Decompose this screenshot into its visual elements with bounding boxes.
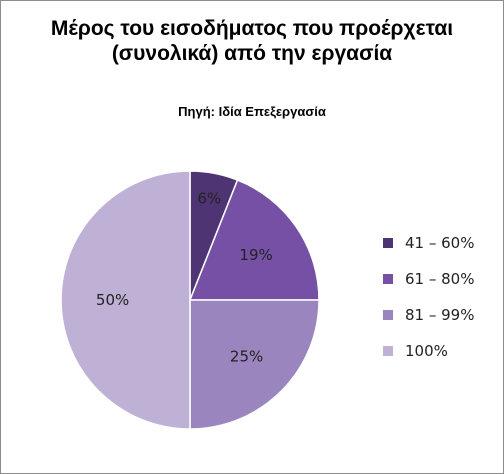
slice-value-label: 6% — [197, 190, 221, 208]
chart-subtitle: Πηγή: Ιδία Επεξεργασία — [178, 104, 326, 119]
pie-slice — [60, 170, 191, 430]
legend-label: 81 – 99% — [405, 306, 474, 324]
legend-label: 61 – 80% — [405, 270, 474, 288]
legend-swatch — [383, 310, 393, 320]
pie-slices — [60, 170, 320, 430]
pie-slice — [188, 179, 320, 301]
legend-swatch — [383, 274, 393, 284]
slice-labels: 6% 19% 25% 50% — [96, 190, 273, 366]
legend-label: 41 – 60% — [405, 234, 474, 252]
slice-value-label: 19% — [239, 246, 272, 264]
legend-label: 100% — [405, 342, 448, 360]
pie-slice — [189, 299, 320, 430]
chart-title: Μέρος του εισοδήματος που προέρχεται (συ… — [50, 17, 454, 65]
legend-swatch — [383, 238, 393, 248]
slice-value-label: 25% — [230, 348, 263, 366]
slice-value-label: 50% — [96, 291, 129, 309]
legend: 41 – 60% 61 – 80% 81 – 99% 100% — [383, 234, 474, 360]
legend-swatch — [383, 346, 393, 356]
